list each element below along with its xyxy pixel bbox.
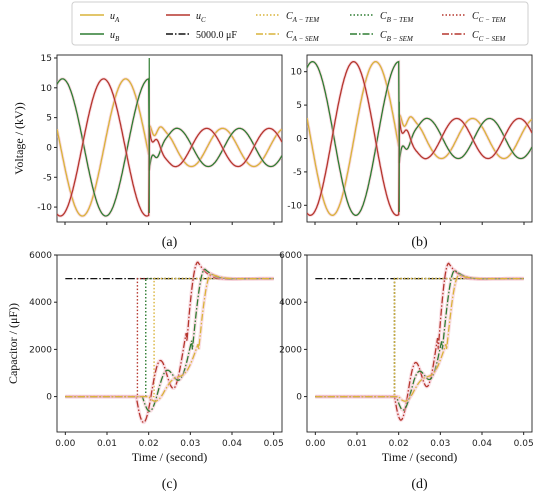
xtick-label: 0.05 bbox=[264, 439, 284, 449]
legend-label-CC_SEM: CC − SEM bbox=[472, 30, 506, 43]
series-CA_SEM bbox=[65, 273, 274, 402]
legend-label-CA_TEM: CA − TEM bbox=[286, 11, 320, 24]
ytick-label: 5 bbox=[296, 101, 302, 111]
plot-area-c bbox=[56, 254, 283, 433]
xtick-label: 0.01 bbox=[347, 439, 367, 449]
series-uB bbox=[57, 78, 282, 217]
panels: 15 10 5 0 -5 -10 Voltage / (kV)) (a) 10 5 0 -5 -10 (b… bbox=[6, 54, 534, 492]
ytick-label: 6000 bbox=[29, 251, 52, 261]
ytick-label: 0 bbox=[296, 393, 302, 403]
xtick-label: 0.03 bbox=[180, 439, 200, 449]
ylabel-c: Capacitor / (μF)) bbox=[6, 303, 20, 384]
xlabel-d: Time / (second) bbox=[382, 450, 458, 464]
legend-label-CB_TEM: CB − TEM bbox=[380, 11, 414, 24]
xtick-label: 0.02 bbox=[389, 439, 409, 449]
ytick-label: 10 bbox=[41, 84, 53, 94]
panel-label-c: (c) bbox=[162, 477, 178, 492]
xtick-label: 0.00 bbox=[55, 439, 75, 449]
ytick-label: 6000 bbox=[279, 251, 302, 261]
ytick-label: 5 bbox=[46, 114, 52, 124]
ytick-label: 0 bbox=[46, 143, 52, 153]
panel-label-a: (a) bbox=[162, 235, 178, 250]
ytick-label: 2000 bbox=[279, 345, 302, 355]
xlabel-c: Time / (second) bbox=[132, 450, 208, 464]
panel-d: 6000 4000 2000 0 0.00 0.01 0.02 0.03 0.04 0.05 Tim… bbox=[279, 251, 534, 492]
legend-label-uA: uA bbox=[110, 11, 120, 24]
panel-b: 10 5 0 -5 -10 (b) bbox=[287, 54, 533, 250]
xtick-label: 0.03 bbox=[430, 439, 450, 449]
ylabel-a: Voltage / (kV)) bbox=[12, 102, 26, 174]
ytick-label: 10 bbox=[291, 68, 303, 78]
ytick-label: 4000 bbox=[279, 298, 302, 308]
legend-label-uC: uC bbox=[196, 11, 206, 24]
xtick-label: 0.05 bbox=[514, 439, 534, 449]
plot-area-d bbox=[306, 254, 533, 433]
xtick-label: 0.02 bbox=[139, 439, 159, 449]
panel-label-d: (d) bbox=[411, 477, 428, 492]
xtick-label: 0.00 bbox=[305, 439, 325, 449]
legend-label-ref: 5000.0 μF bbox=[196, 30, 237, 41]
series-CA_SEM bbox=[315, 274, 524, 402]
legend-label-CA_SEM: CA − SEM bbox=[286, 30, 320, 43]
panel-a: 15 10 5 0 -5 -10 Voltage / (kV)) (a) bbox=[12, 54, 283, 250]
legend: uA uC CA − TEM CB − TEM CC − TEM uB 5000.0 μF C… bbox=[71, 1, 529, 46]
legend-box bbox=[71, 1, 529, 46]
ytick-label: 0 bbox=[46, 393, 52, 403]
series-uC bbox=[307, 61, 532, 216]
panel-c: 6000 4000 2000 0 0.00 0.01 0.02 0.03 0.04 0.05 Cap… bbox=[6, 251, 284, 492]
panel-label-b: (b) bbox=[411, 235, 428, 250]
ytick-label: -5 bbox=[293, 168, 302, 178]
xtick-label: 0.01 bbox=[97, 439, 117, 449]
series-CA_TEM bbox=[65, 277, 274, 398]
ytick-label: -10 bbox=[37, 203, 52, 213]
series-uB bbox=[307, 60, 532, 216]
legend-label-CB_SEM: CB − SEM bbox=[380, 30, 414, 43]
ytick-label: 2000 bbox=[29, 345, 52, 355]
ytick-label: 15 bbox=[41, 54, 52, 64]
ytick-label: -5 bbox=[43, 173, 52, 183]
ytick-label: 0 bbox=[296, 135, 302, 145]
legend-label-CC_TEM: CC − TEM bbox=[472, 11, 507, 24]
legend-label-uB: uB bbox=[110, 30, 120, 43]
xtick-label: 0.04 bbox=[472, 439, 492, 449]
ytick-label: -10 bbox=[287, 201, 302, 211]
ytick-label: 4000 bbox=[29, 298, 52, 308]
series-uC bbox=[57, 78, 282, 217]
xtick-label: 0.04 bbox=[222, 439, 242, 449]
